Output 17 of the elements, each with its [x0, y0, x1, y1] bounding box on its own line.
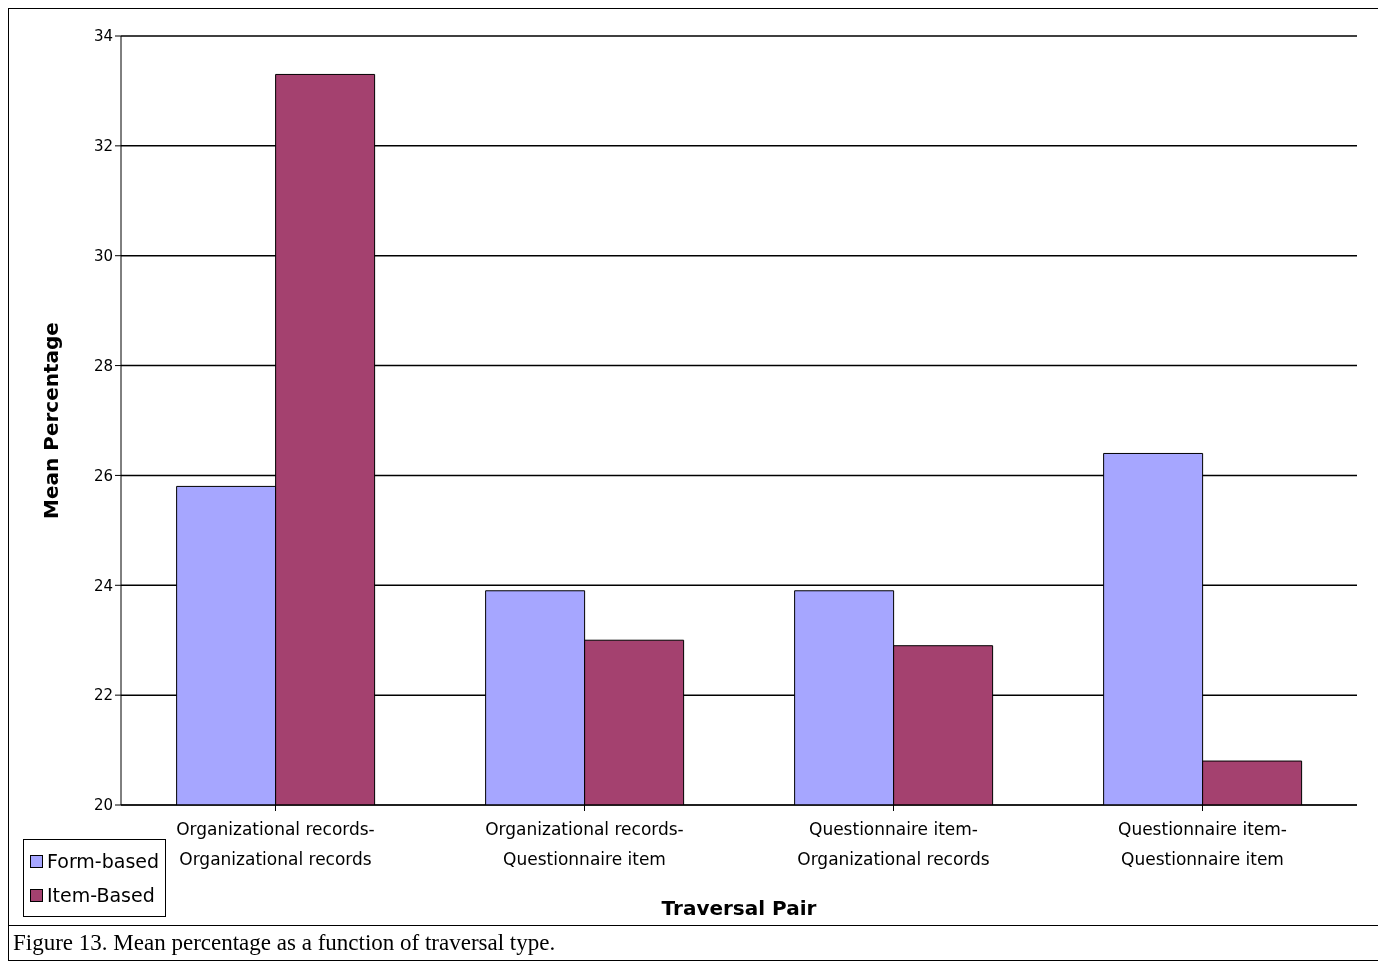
legend-label: Form-based	[47, 849, 160, 874]
legend-label: Item-Based	[47, 883, 155, 908]
x-tick-label: Questionnaire item-Organizational records	[797, 819, 990, 869]
y-tick-label: 20	[93, 796, 113, 815]
y-tick-label: 22	[93, 686, 113, 705]
caption: Figure 13. Mean percentage as a function of traversal type.	[9, 925, 1378, 960]
y-tick-label: 32	[93, 137, 113, 156]
x-tick-label: Organizational records-Questionnaire item	[485, 819, 684, 869]
y-tick-label: 28	[93, 356, 113, 375]
x-axis-title: Traversal Pair	[661, 896, 817, 921]
y-tick-label: 26	[93, 466, 113, 485]
x-tick-label: Questionnaire item-Questionnaire item	[1118, 819, 1287, 869]
y-tick-label: 30	[93, 247, 113, 266]
y-tick-label: 34	[93, 27, 113, 46]
y-tick-label: 24	[93, 576, 113, 595]
y-axis-title: Mean Percentage	[39, 322, 64, 519]
x-tick-label: Organizational records-Organizational records	[176, 819, 375, 869]
